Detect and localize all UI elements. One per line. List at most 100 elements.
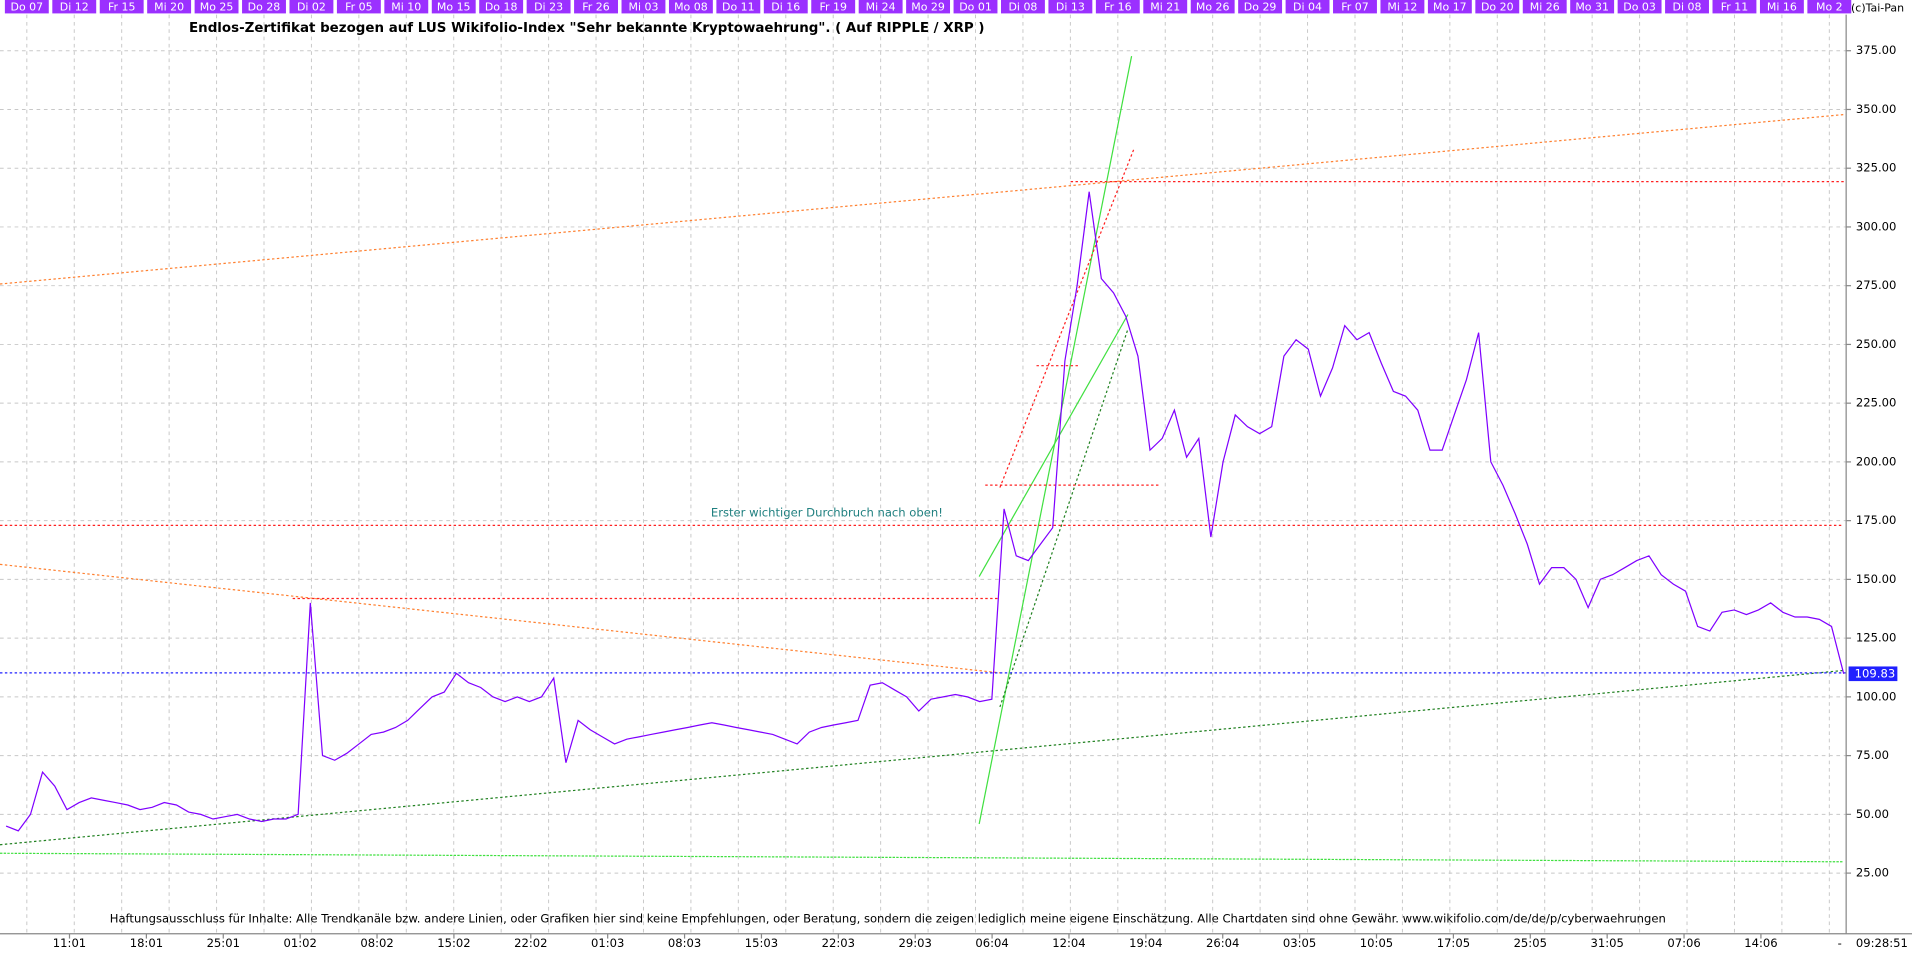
top-label: Do 07 (11, 0, 44, 13)
top-label-box (1665, 0, 1709, 14)
top-label-box (858, 0, 903, 14)
x-tick-label: 17:05 (1437, 936, 1470, 950)
corner-mark: - (1838, 936, 1842, 950)
top-label: Do 11 (722, 0, 755, 13)
top-label: Fr 15 (108, 0, 135, 13)
trend-line (0, 669, 1844, 846)
top-label-box (479, 0, 524, 14)
x-tick-label: 19:04 (1129, 936, 1162, 950)
top-label-box (147, 0, 192, 14)
top-label: Mo 26 (1196, 0, 1230, 13)
y-tick-label: 100.00 (1856, 689, 1897, 703)
top-label-box (52, 0, 97, 14)
x-tick-label: 22:02 (514, 936, 547, 950)
top-label: Di 08 (1008, 0, 1037, 13)
top-label-box (716, 0, 761, 14)
top-label: Mo 15 (437, 0, 471, 13)
y-tick-label: 325.00 (1856, 161, 1897, 175)
top-label-box (1759, 0, 1804, 14)
x-tick-label: 14:06 (1744, 936, 1777, 950)
x-tick-label: 15:02 (437, 936, 470, 950)
top-label-box (1190, 0, 1235, 14)
trend-line (978, 55, 1133, 825)
y-tick-label: 275.00 (1856, 278, 1897, 292)
x-tick-label: 15:03 (745, 936, 778, 950)
top-label: Do 01 (959, 0, 992, 13)
top-label: Mo 17 (1433, 0, 1467, 13)
top-label-box (906, 0, 951, 14)
disclaimer: Haftungsausschluss für Inhalte: Alle Tre… (110, 912, 1666, 926)
price-line (5, 191, 1845, 832)
top-label-box (1048, 0, 1093, 14)
x-tick-label: 08:02 (360, 936, 393, 950)
time: 09:28:51 (1856, 936, 1908, 950)
x-tick-label: 03:05 (1283, 936, 1316, 950)
trend-line (999, 148, 1135, 488)
marks (5, 191, 1845, 832)
top-label-box (384, 0, 429, 14)
x-tick-label: 01:03 (591, 936, 624, 950)
x-tick-label: 10:05 (1360, 936, 1393, 950)
x-tick-label: 22:03 (822, 936, 855, 950)
x-tick-label: 25:01 (207, 936, 240, 950)
top-label-box (763, 0, 808, 14)
top-label: Fr 16 (1104, 0, 1131, 13)
top-label-box (953, 0, 998, 14)
top-label-box (1095, 0, 1140, 14)
y-tick-label: 75.00 (1856, 748, 1889, 762)
y-tick-label: 175.00 (1856, 513, 1897, 527)
y-tick-label: 125.00 (1856, 631, 1897, 645)
top-label-box (242, 0, 286, 14)
y-tick-label: 25.00 (1856, 866, 1889, 880)
x-tick-label: 08:03 (668, 936, 701, 950)
top-label: Mo 25 (200, 0, 234, 13)
top-label: Mi 03 (628, 0, 658, 13)
x-tick-label: 12:04 (1052, 936, 1085, 950)
top-label: Di 02 (297, 0, 326, 13)
top-label: Mo 08 (674, 0, 708, 13)
top-label: Mi 20 (154, 0, 184, 13)
top-label-box (1333, 0, 1377, 14)
y-tick-label: 300.00 (1856, 219, 1897, 233)
top-label: Mo 2 (1816, 0, 1843, 13)
top-label-box (811, 0, 856, 14)
trend-lines (0, 55, 1847, 863)
top-label-box (1143, 0, 1188, 14)
top-label: Mi 10 (391, 0, 421, 13)
top-label: Do 03 (1623, 0, 1656, 13)
top-label-box (1522, 0, 1567, 14)
top-label-box (1475, 0, 1520, 14)
x-tick-label: 29:03 (899, 936, 932, 950)
chart-title: Endlos-Zertifikat bezogen auf LUS Wikifo… (189, 21, 985, 36)
y-tick-label: 350.00 (1856, 102, 1897, 116)
top-label: Fr 11 (1721, 0, 1748, 13)
x-tick-label: 07:06 (1667, 936, 1700, 950)
top-label-box (99, 0, 144, 14)
top-label-box (1000, 0, 1045, 14)
top-label-box (1285, 0, 1330, 14)
top-label-box (289, 0, 334, 14)
top-label: Mi 26 (1530, 0, 1560, 13)
copyright: (c)Tai-Pan (1851, 2, 1904, 15)
y-tick-label: 375.00 (1856, 43, 1897, 57)
x-tick-label: 26:04 (1206, 936, 1239, 950)
x-tick-label: 01:02 (283, 936, 316, 950)
top-label: Mo 29 (911, 0, 945, 13)
trend-line (999, 328, 1129, 708)
top-label-box (336, 0, 381, 14)
top-label: Fr 26 (582, 0, 609, 13)
top-label: Mi 16 (1767, 0, 1797, 13)
top-label: Fr 05 (345, 0, 372, 13)
top-label: Mi 21 (1150, 0, 1180, 13)
top-label-box (1807, 0, 1852, 14)
trend-line (0, 113, 1844, 285)
annotation: Erster wichtiger Durchbruch nach oben! (711, 506, 943, 520)
top-label: Do 20 (1481, 0, 1514, 13)
top-label-box (194, 0, 239, 14)
x-tick-label: 25:05 (1514, 936, 1547, 950)
x-tick-label: 06:04 (975, 936, 1008, 950)
x-tick-label: 11:01 (53, 936, 86, 950)
top-label-box (1617, 0, 1662, 14)
